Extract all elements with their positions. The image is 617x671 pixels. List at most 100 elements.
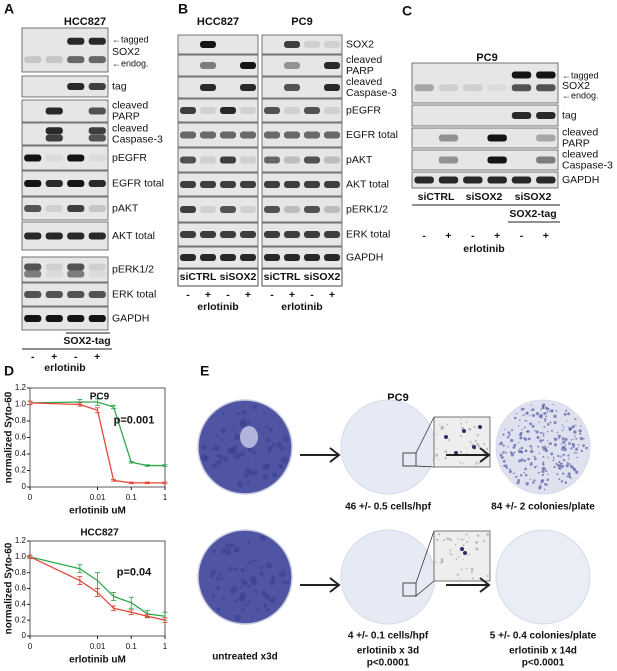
colony	[240, 426, 258, 448]
error-bar	[111, 479, 117, 482]
speck	[439, 561, 442, 564]
speck	[462, 462, 464, 465]
colony	[507, 431, 511, 434]
speck	[444, 450, 448, 454]
colony	[543, 412, 547, 415]
colony	[573, 451, 576, 454]
blot	[411, 104, 559, 127]
colony	[563, 412, 567, 416]
speck	[436, 433, 438, 436]
stain	[283, 568, 286, 571]
band	[67, 205, 85, 212]
colony	[533, 479, 536, 482]
stain	[265, 562, 273, 569]
colony	[520, 407, 524, 411]
zoom-line	[415, 580, 435, 597]
speck	[468, 427, 472, 431]
colony	[531, 424, 535, 428]
band	[324, 156, 340, 164]
error-bar	[95, 407, 100, 414]
group-label: siCTRL	[264, 271, 301, 283]
blot	[21, 99, 109, 123]
row-label: tag	[562, 109, 577, 121]
row-label: PARP	[346, 65, 374, 77]
stain	[229, 542, 235, 549]
x-tick-label: 1	[163, 642, 168, 651]
error-bar	[162, 464, 168, 467]
colony	[521, 428, 523, 431]
colony	[523, 426, 526, 429]
band	[240, 84, 256, 91]
colony	[534, 429, 536, 432]
row-label: SOX2	[346, 38, 374, 50]
colony	[570, 439, 573, 441]
colony	[557, 467, 560, 470]
colony	[527, 457, 530, 461]
colony	[524, 419, 527, 422]
band	[324, 181, 340, 188]
colony	[530, 461, 533, 464]
stain	[282, 580, 286, 585]
speck	[476, 534, 480, 537]
colony	[553, 443, 557, 447]
band	[240, 131, 256, 139]
speck	[468, 553, 471, 556]
colony	[557, 434, 561, 438]
x-axis-label: erlotinib uM	[69, 655, 126, 666]
colony	[556, 431, 559, 434]
x-tick-label: 0	[28, 642, 33, 651]
colony	[568, 475, 571, 478]
group-label: SOX2-tag	[63, 335, 110, 347]
colony	[517, 478, 521, 482]
band	[45, 154, 63, 162]
blot	[411, 62, 559, 104]
colony	[545, 415, 548, 418]
group-label: siCTRL	[180, 271, 217, 283]
stain	[268, 427, 274, 432]
speck	[470, 567, 474, 571]
stain	[218, 454, 223, 460]
error-bar	[111, 404, 117, 410]
lane-sign: -	[310, 289, 314, 301]
colony	[552, 403, 554, 406]
colony	[562, 472, 565, 475]
blot	[261, 98, 343, 123]
colony	[549, 410, 551, 412]
colony	[556, 473, 559, 476]
stain	[216, 585, 221, 590]
colony	[570, 447, 573, 450]
stain	[240, 568, 245, 573]
zoom-line	[415, 416, 435, 454]
cell-line: PC9	[291, 16, 312, 28]
speck	[446, 537, 450, 541]
zoom-line	[415, 465, 435, 468]
error-bar	[95, 588, 100, 597]
speck	[475, 540, 479, 544]
band	[88, 232, 106, 240]
band	[264, 131, 280, 139]
group-label: siSOX2	[466, 191, 503, 203]
blot	[261, 172, 343, 197]
stain	[222, 456, 229, 463]
band	[67, 56, 85, 64]
colony	[577, 444, 580, 446]
blot	[411, 127, 559, 149]
stain	[268, 445, 274, 451]
speck	[476, 442, 479, 446]
band	[45, 134, 63, 142]
colony	[518, 419, 521, 421]
band	[487, 156, 507, 164]
band	[264, 156, 280, 164]
row-label: ERK total	[346, 228, 390, 240]
blot	[177, 34, 259, 55]
colony	[555, 462, 558, 466]
row-label: GAPDH	[346, 251, 383, 263]
band	[511, 112, 532, 119]
speck	[486, 533, 490, 536]
stain	[234, 598, 238, 603]
colony	[500, 456, 504, 459]
band	[536, 112, 556, 119]
colony	[556, 464, 560, 467]
row-label: pERK1/2	[112, 263, 154, 275]
speck	[465, 567, 468, 570]
